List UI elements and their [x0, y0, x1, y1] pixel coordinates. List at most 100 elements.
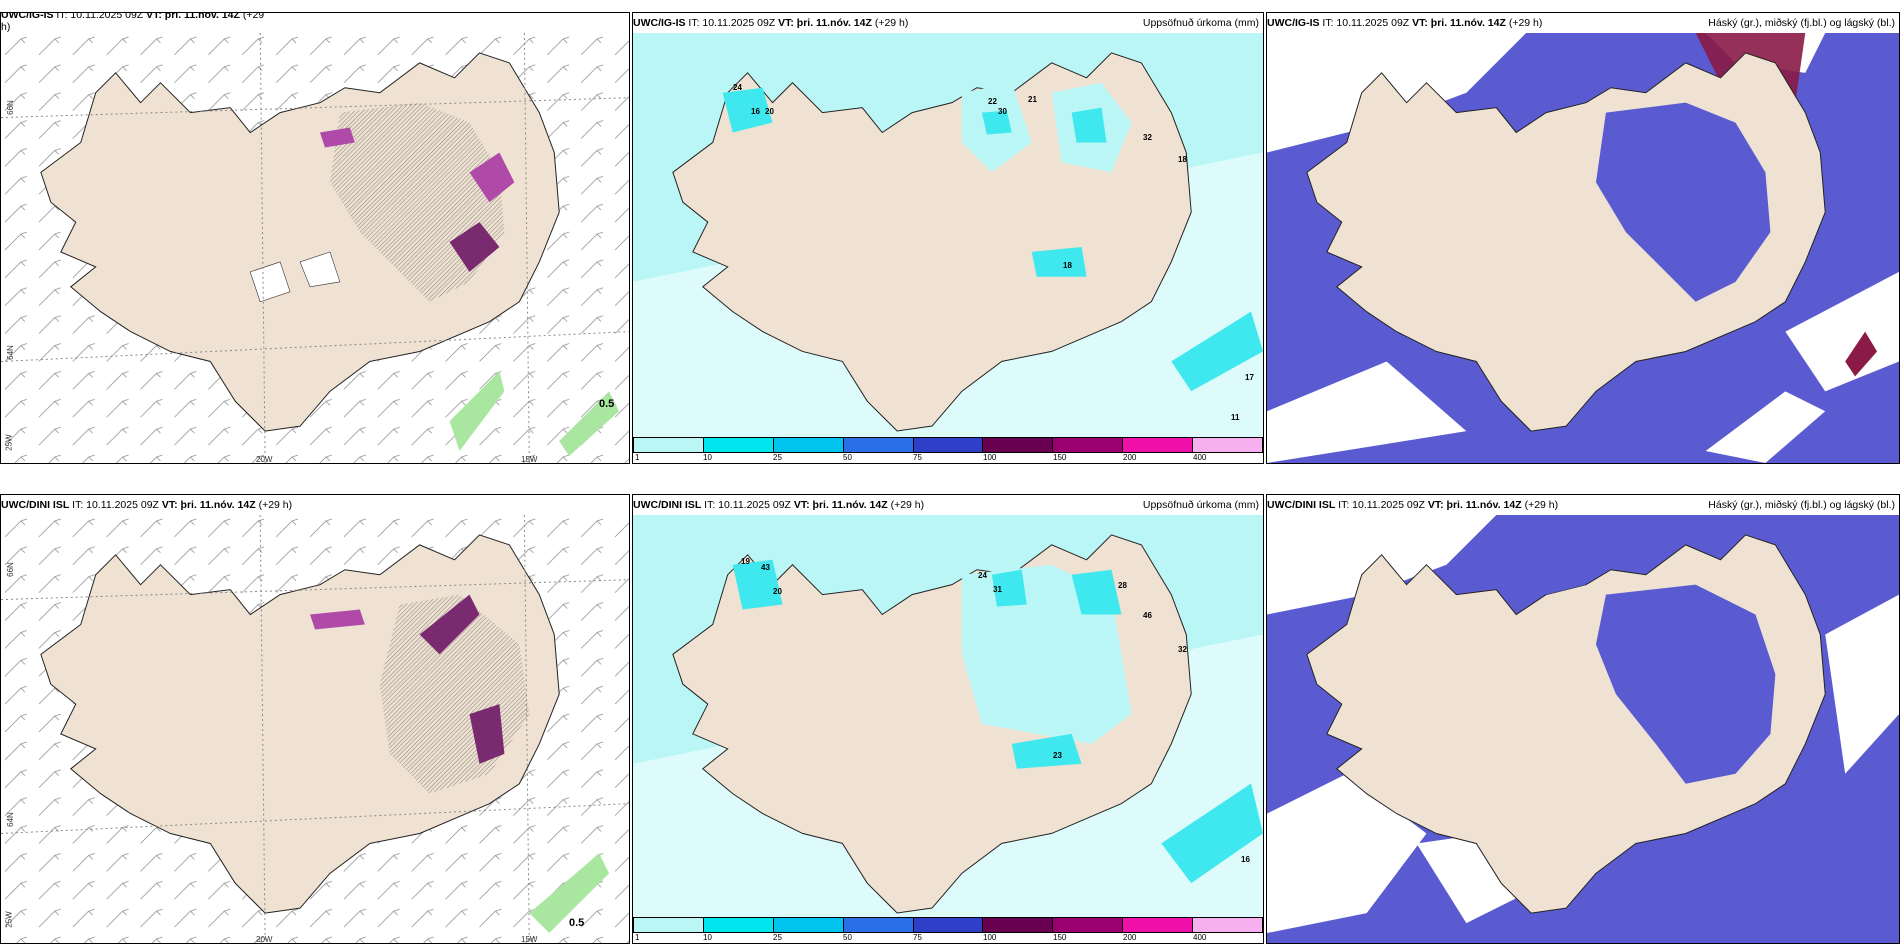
colorbar-tick: 400 [1193, 933, 1207, 942]
colorbar-cell [1123, 438, 1194, 452]
colorbar-cell [1193, 918, 1263, 932]
precip-label: 11 [1231, 413, 1240, 422]
field-title: Uppsöfnuð úrkoma (mm) [1142, 17, 1259, 29]
lead-time: (+29 h) [890, 499, 925, 511]
init-time: IT: 10.11.2025 09Z [704, 499, 791, 511]
colorbar-tick: 50 [843, 453, 852, 462]
map-precip-row1: 24 16 20 22 30 21 32 18 18 17 11 [633, 33, 1263, 437]
colorbar-tick: 1 [635, 933, 640, 942]
value-label: 0.5 [599, 398, 615, 410]
precip-label: 20 [773, 587, 782, 596]
map-wind-snow-row1: 66N 64N 25W 20W 15W 0.5 [1, 33, 629, 463]
colorbar: 1 10 25 50 75 100 150 200 400 [633, 917, 1263, 943]
init-time: IT: 10.11.2025 09Z [56, 12, 144, 21]
precip-label: 24 [733, 83, 742, 92]
lead-time: (+29 h) [1508, 17, 1543, 29]
precip-label: 30 [998, 107, 1007, 116]
model-name: UWC/DINI ISL [633, 499, 702, 511]
colorbar-cell [634, 438, 704, 452]
valid-time: VT: þri. 11.nóv. 14Z [1412, 17, 1506, 29]
field-title: Háský (gr.), miðský (fj.bl.) og lágský (… [1708, 17, 1895, 29]
map-clouds-row2 [1267, 515, 1899, 943]
map-svg [633, 515, 1263, 917]
colorbar-cell [703, 918, 774, 932]
panel-title: UWC/DINI ISL IT: 10.11.2025 09Z VT: þri.… [633, 495, 1263, 515]
precip-label: 18 [1178, 155, 1187, 164]
init-time: IT: 10.11.2025 09Z [688, 17, 776, 29]
lead-time-cont: h) [1, 21, 11, 33]
precip-label: 18 [1063, 261, 1072, 270]
colorbar-cell [983, 918, 1054, 932]
colorbar-cells [633, 917, 1263, 933]
model-name: UWC/DINI ISL [1267, 499, 1336, 511]
init-time: IT: 10.11.2025 09Z [72, 499, 159, 511]
colorbar-cell [1053, 438, 1124, 452]
colorbar-cell [1193, 438, 1263, 452]
lead-time: (+29 h) [1524, 499, 1559, 511]
colorbar-cell [773, 918, 844, 932]
colorbar-cell [843, 438, 914, 452]
panel-title: UWC/DINI ISL IT: 10.11.2025 09Z VT: þri.… [1267, 495, 1899, 515]
precip-label: 24 [978, 571, 987, 580]
valid-time: VT: þri. 11.nóv. 14Z [161, 499, 256, 511]
colorbar-tick: 25 [773, 933, 782, 942]
map-precip-row2: 19 43 20 24 31 28 46 32 23 16 [633, 515, 1263, 917]
field-title: Háský (gr.), miðský (fj.bl.) og lágský (… [1708, 499, 1895, 511]
map-svg [633, 33, 1263, 437]
precip-label: 31 [993, 585, 1002, 594]
lon-label-25: 25W [4, 434, 14, 451]
precip-label: 20 [765, 107, 774, 116]
colorbar-cell [913, 438, 984, 452]
colorbar-ticks: 1 10 25 50 75 100 150 200 400 [633, 453, 1263, 463]
model-name: UWC/IG-IS [633, 17, 686, 29]
panel-row2-left: UWC/DINI ISL IT: 10.11.2025 09Z VT: þri.… [0, 494, 630, 944]
colorbar-cell [773, 438, 844, 452]
colorbar-tick: 75 [913, 933, 922, 942]
valid-time: VT: þri. 11.nóv. 14Z [778, 17, 872, 29]
colorbar-tick: 100 [983, 933, 997, 942]
lead-time: (+29 h) [874, 17, 909, 29]
lat-label-64: 64N [5, 345, 15, 360]
lat-label-66: 66N [5, 562, 15, 577]
map-wind-snow-row2: 66N 64N 25W 20W 15W 0.5 [1, 515, 629, 943]
colorbar-cells [633, 437, 1263, 453]
colorbar-cell [983, 438, 1054, 452]
precip-label: 46 [1143, 611, 1152, 620]
valid-time: VT: þri. 11.nóv. 14Z [1427, 499, 1522, 511]
precip-label: 23 [1053, 751, 1062, 760]
lon-label-20: 20W [256, 935, 273, 944]
precip-label: 32 [1143, 133, 1152, 142]
precip-label: 16 [751, 107, 760, 116]
colorbar-tick: 10 [703, 453, 712, 462]
panel-row2-mid: UWC/DINI ISL IT: 10.11.2025 09Z VT: þri.… [632, 494, 1264, 944]
colorbar: 1 10 25 50 75 100 150 200 400 [633, 437, 1263, 463]
colorbar-tick: 50 [843, 933, 852, 942]
colorbar-tick: 150 [1053, 453, 1067, 462]
map-svg [1, 515, 629, 943]
colorbar-tick: 1 [635, 453, 640, 462]
colorbar-cell [913, 918, 984, 932]
panel-title: UWC/IG-IS IT: 10.11.2025 09Z VT: þri. 11… [633, 13, 1263, 33]
precip-label: 22 [988, 97, 997, 106]
map-svg [1267, 515, 1899, 943]
lon-label-25: 25W [4, 911, 14, 928]
colorbar-tick: 100 [983, 453, 997, 462]
lead-time: (+29 h) [258, 499, 293, 511]
field-title: Uppsöfnuð úrkoma (mm) [1142, 499, 1259, 511]
precip-label: 21 [1028, 95, 1037, 104]
valid-time: VT: þri. 11.nóv. 14Z [793, 499, 888, 511]
lead-time: (+29 [242, 12, 265, 21]
lon-label-20: 20W [256, 455, 273, 464]
panel-row2-right: UWC/DINI ISL IT: 10.11.2025 09Z VT: þri.… [1266, 494, 1900, 944]
map-svg [1267, 33, 1899, 463]
colorbar-cell [703, 438, 774, 452]
colorbar-tick: 75 [913, 453, 922, 462]
map-svg [1, 33, 629, 463]
lat-label-64: 64N [5, 812, 15, 827]
init-time: IT: 10.11.2025 09Z [1338, 499, 1425, 511]
precip-label: 17 [1245, 373, 1254, 382]
colorbar-cell [1053, 918, 1124, 932]
colorbar-tick: 200 [1123, 453, 1137, 462]
lon-label-15: 15W [521, 935, 538, 944]
colorbar-cell [1123, 918, 1194, 932]
